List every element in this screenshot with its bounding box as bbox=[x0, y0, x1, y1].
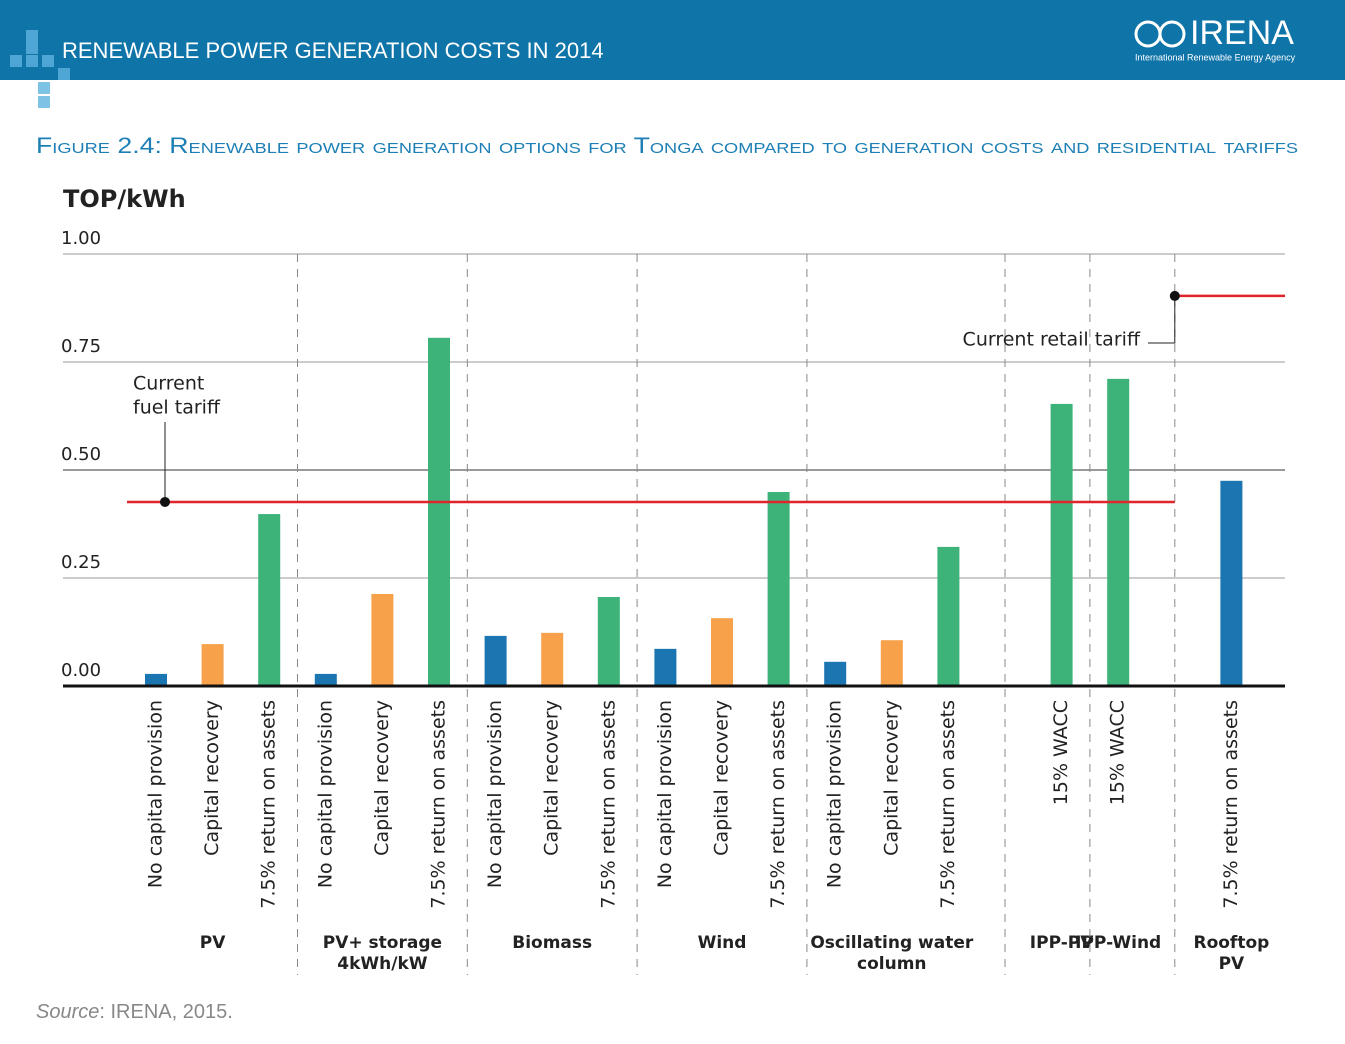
bar bbox=[711, 618, 733, 686]
group-label: Wind bbox=[698, 933, 747, 953]
group-label: 4kWh/kW bbox=[337, 954, 428, 974]
bar bbox=[654, 648, 677, 686]
y-tick-label: 0.25 bbox=[61, 552, 101, 573]
bar-label: Capital recovery bbox=[880, 700, 902, 856]
bar bbox=[880, 640, 903, 686]
y-tick-label: 0.00 bbox=[61, 660, 101, 681]
group-label: column bbox=[857, 954, 927, 974]
y-axis-label: TOP/kWh bbox=[63, 185, 186, 213]
bar bbox=[428, 337, 450, 686]
annotation: Current retail tariff bbox=[963, 329, 1141, 351]
bar-label: Capital recovery bbox=[371, 700, 393, 856]
bar bbox=[1050, 403, 1073, 686]
bar-label: No capital provision bbox=[314, 700, 336, 888]
bar bbox=[314, 673, 337, 686]
source: Source: IRENA, 2015. bbox=[36, 1001, 233, 1023]
bar-label: No capital provision bbox=[654, 700, 676, 888]
bar-label: 7.5% return on assets bbox=[767, 700, 789, 909]
group-label: IPP-PV bbox=[1030, 933, 1094, 953]
bar-label: No capital provision bbox=[824, 700, 846, 888]
bar bbox=[484, 635, 507, 686]
annotation: fuel tariff bbox=[133, 397, 221, 419]
marker-dot bbox=[1169, 290, 1180, 301]
bar-label: No capital provision bbox=[484, 700, 506, 888]
group-label: Oscillating water bbox=[810, 933, 974, 953]
bar bbox=[258, 514, 281, 686]
bar-label: 7.5% return on assets bbox=[597, 700, 619, 909]
bar bbox=[767, 492, 790, 686]
bar bbox=[201, 644, 224, 686]
y-tick-label: 0.75 bbox=[61, 336, 101, 357]
bar bbox=[541, 632, 564, 686]
bar-label: 7.5% return on assets bbox=[258, 700, 280, 909]
y-tick-label: 0.50 bbox=[61, 444, 101, 465]
bar-label: Capital recovery bbox=[541, 700, 563, 856]
logo-subtitle: International Renewable Energy Agency bbox=[1135, 52, 1296, 62]
bar-label: 15% WACC bbox=[1107, 700, 1129, 805]
group-label: PV+ storage bbox=[323, 933, 442, 953]
bar bbox=[1220, 480, 1243, 686]
annotation: Current bbox=[133, 373, 204, 395]
bar bbox=[937, 546, 960, 686]
bar-label: Capital recovery bbox=[201, 700, 223, 856]
bar-label: 7.5% return on assets bbox=[1220, 700, 1242, 909]
group-label: IPP-Wind bbox=[1075, 933, 1161, 953]
y-tick-label: 1.00 bbox=[61, 228, 101, 249]
group-label: PV bbox=[1219, 954, 1245, 974]
group-label: PV bbox=[200, 933, 226, 953]
bar-label: No capital provision bbox=[145, 700, 167, 888]
logo-text: IRENA bbox=[1190, 14, 1294, 52]
bar-label: 7.5% return on assets bbox=[937, 700, 959, 909]
figure-title: Figure 2.4: Renewable power generation o… bbox=[36, 133, 1298, 158]
bar bbox=[145, 673, 167, 686]
bar bbox=[597, 597, 620, 686]
group-label: Rooftop bbox=[1193, 933, 1269, 953]
bar bbox=[1107, 378, 1130, 686]
bar bbox=[371, 593, 394, 686]
marker-dot bbox=[160, 496, 170, 507]
bar bbox=[824, 661, 847, 686]
logo: IRENA International Renewable Energy Age… bbox=[1134, 14, 1296, 62]
leader-line bbox=[1148, 295, 1176, 344]
bar-label: 15% WACC bbox=[1050, 700, 1072, 805]
header-decoration bbox=[10, 30, 70, 108]
bar-label: 7.5% return on assets bbox=[428, 700, 450, 909]
header-bar bbox=[0, 0, 1345, 80]
bar-label: Capital recovery bbox=[711, 700, 733, 856]
group-label: Biomass bbox=[512, 933, 592, 953]
header-title: RENEWABLE POWER GENERATION COSTS IN 2014 bbox=[62, 38, 604, 63]
